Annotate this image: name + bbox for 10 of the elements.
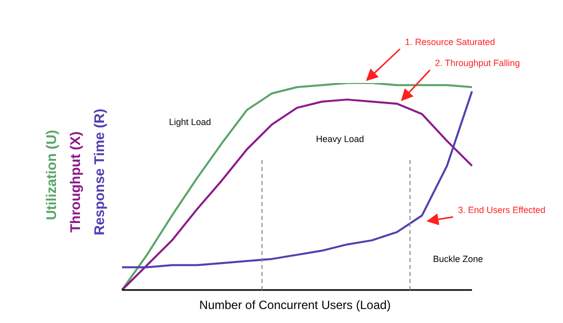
- annotation: Buckle Zone: [432, 254, 484, 264]
- annotation: Light Load: [168, 117, 212, 127]
- text: 2. Throughput Falling: [435, 58, 520, 68]
- text: Utilization (U): [43, 130, 59, 220]
- text: Throughput (X): [67, 131, 83, 233]
- annotation: Heavy Load: [316, 134, 364, 144]
- x-axis-title: Number of Concurrent Users (Load): [199, 298, 391, 312]
- text: 1. Resource Saturated: [405, 37, 496, 47]
- annotation: 3. End Users Effected: [458, 205, 546, 215]
- text: Response Time (R): [91, 108, 107, 236]
